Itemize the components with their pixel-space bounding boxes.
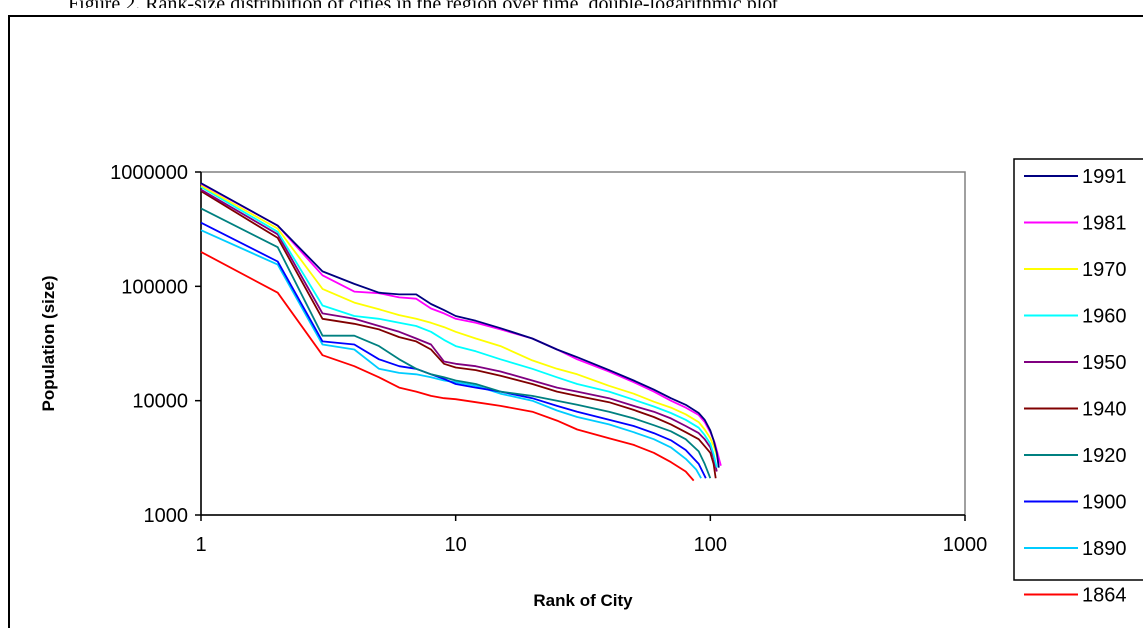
legend-label-1940: 1940 [1082, 399, 1127, 421]
chart-frame [8, 15, 1143, 628]
legend-box [1013, 158, 1143, 581]
x-tick-label: 100 [694, 534, 727, 556]
series-line-1864 [200, 251, 695, 482]
y-tick-label: 10000 [132, 391, 188, 413]
x-tick-label: 1 [195, 534, 206, 556]
legend-label-1981: 1981 [1082, 213, 1127, 235]
legend-label-1890: 1890 [1082, 538, 1127, 560]
series-line-1900 [200, 221, 707, 479]
x-axis-label: Rank of City [533, 591, 633, 610]
series-line-1960 [200, 186, 718, 468]
x-tick-label: 10 [445, 534, 467, 556]
series-line-1970 [200, 184, 720, 463]
legend-label-1950: 1950 [1082, 352, 1127, 374]
x-tick-label: 1000 [943, 534, 988, 556]
legend-label-1960: 1960 [1082, 306, 1127, 328]
series-line-1950 [200, 188, 718, 472]
series-group [200, 182, 722, 482]
figure-caption: Figure 2. Rank-size distribution of citi… [0, 0, 1143, 8]
y-tick-label: 100000 [121, 276, 188, 298]
legend-label-1991: 1991 [1082, 166, 1127, 188]
y-tick-label: 1000000 [110, 162, 188, 184]
legend-label-1920: 1920 [1082, 445, 1127, 467]
series-line-1991 [200, 182, 720, 468]
series-line-1890 [200, 229, 702, 479]
legend-label-1864: 1864 [1082, 585, 1127, 607]
legend: 1991 1981 1970 1960 1950 1940 1920 1900 1890 1864 [1013, 158, 1143, 607]
y-axis-label: Population (size) [39, 276, 58, 412]
legend-label-1970: 1970 [1082, 259, 1127, 281]
series-line-1920 [200, 207, 712, 479]
plot-border [200, 171, 966, 516]
legend-label-1900: 1900 [1082, 492, 1127, 514]
axes: 1000 10000 100000 1000000 1 10 100 1000 Rank of … [39, 162, 987, 610]
y-tick-label: 1000 [144, 505, 189, 527]
plot-area [200, 171, 966, 516]
series-line-1940 [200, 190, 717, 479]
